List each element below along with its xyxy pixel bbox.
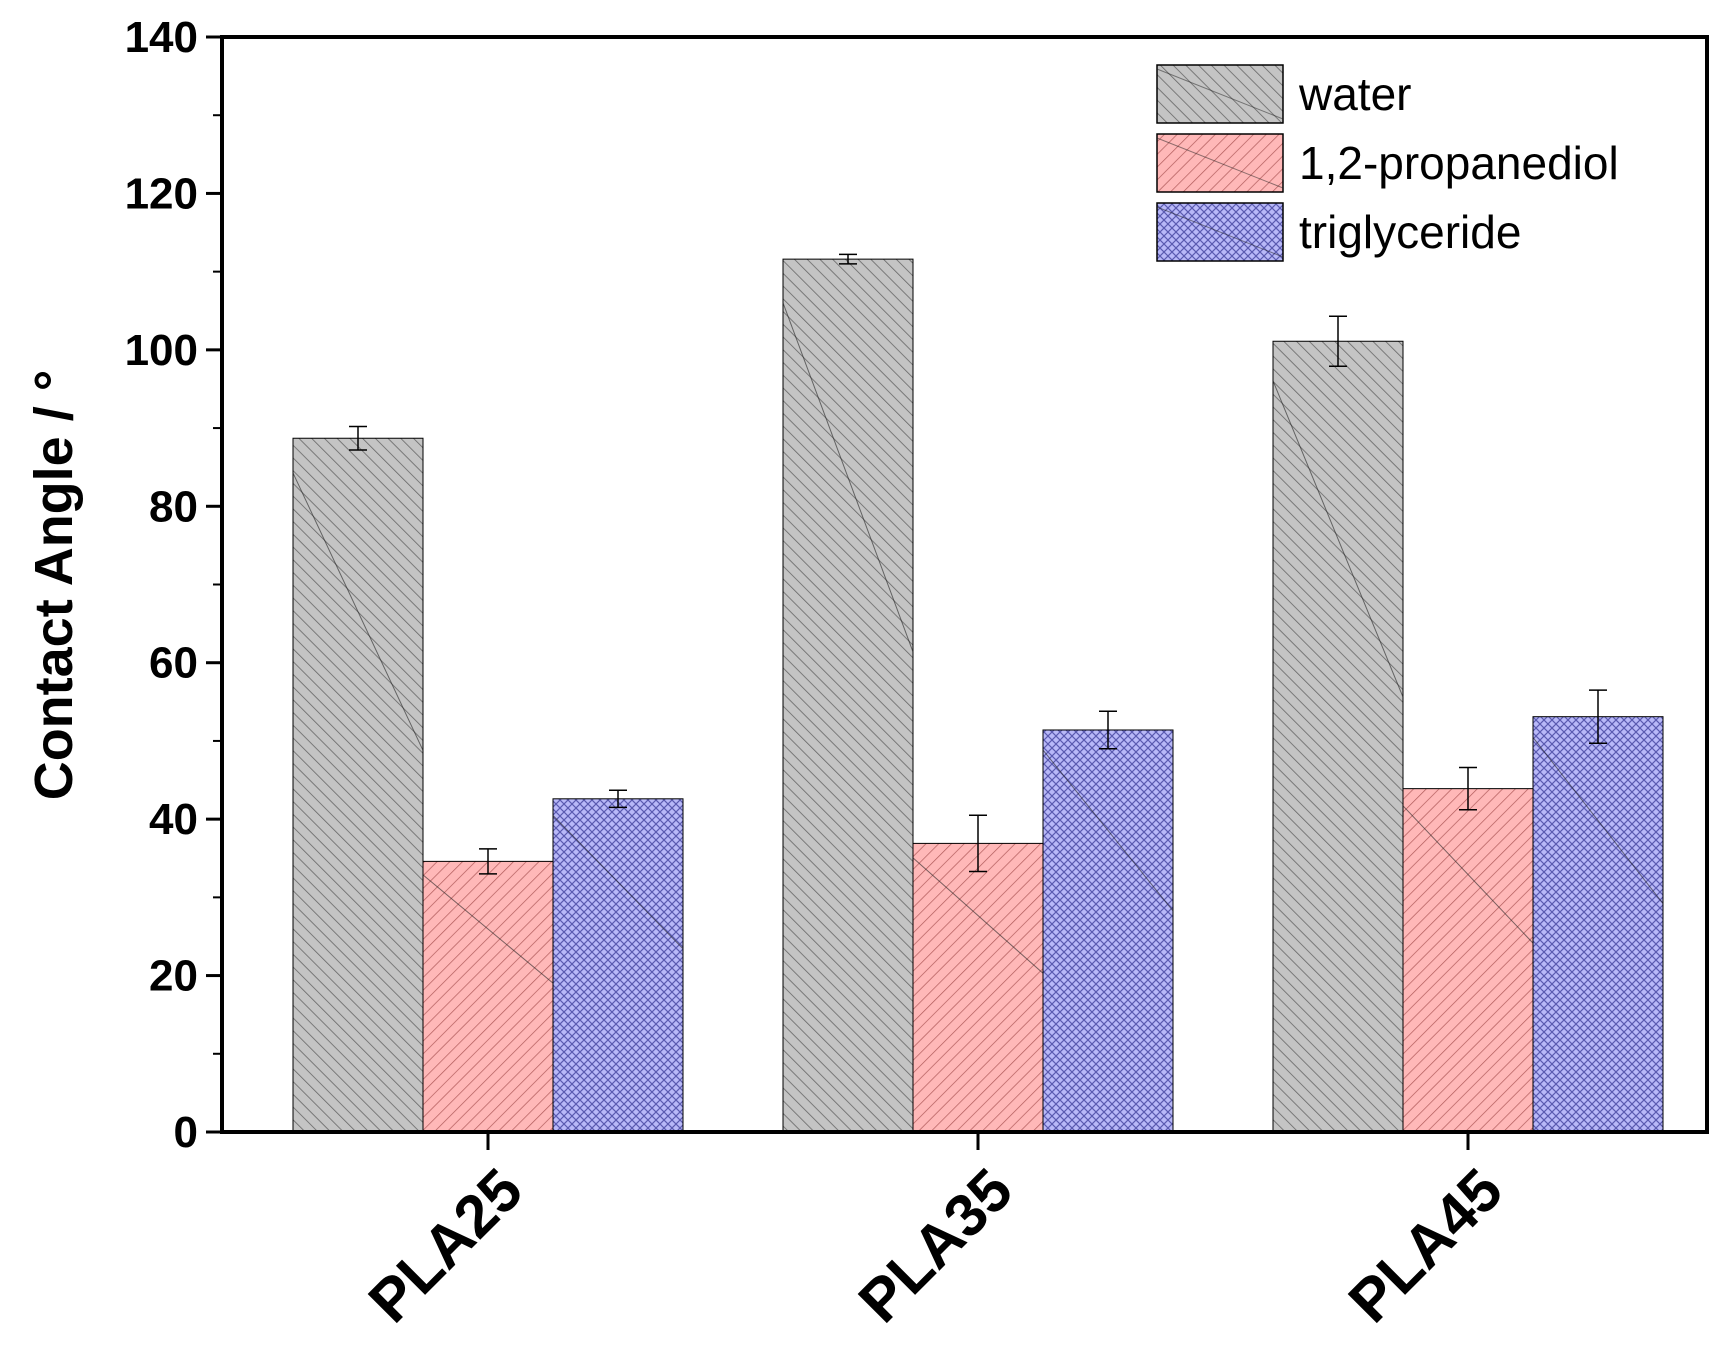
x-axis: PLA25 PLA35 PLA45 — [356, 1132, 1515, 1335]
y-tick-label: 80 — [149, 482, 198, 531]
legend-swatch-shade — [1156, 137, 1284, 189]
y-axis: 0 20 40 60 80 100 120 140 — [125, 13, 222, 1157]
x-tick-label-pla25: PLA25 — [356, 1156, 535, 1335]
bar-shade-line — [1402, 805, 1534, 944]
y-tick-label: 140 — [125, 13, 198, 62]
bar-pla35-water — [782, 258, 914, 1133]
y-tick-label: 20 — [149, 952, 198, 1001]
bars-layer — [292, 258, 1664, 1133]
x-tick-label-pla35: PLA35 — [846, 1156, 1025, 1335]
bar-pla35-triglyceride — [1042, 729, 1174, 1133]
bar-shade-line — [782, 302, 914, 653]
y-tick-label: 0 — [174, 1108, 198, 1157]
bar-shade-line — [422, 874, 554, 984]
bar-shade-line — [1532, 737, 1664, 904]
legend-swatch-triglyceride — [1156, 202, 1284, 262]
legend: water 1,2-propanediol triglyceride — [1156, 64, 1619, 262]
y-tick-label: 100 — [125, 326, 198, 375]
y-tick-label: 40 — [149, 795, 198, 844]
bar-shade-line — [912, 857, 1044, 974]
bar-shade-line — [552, 815, 684, 950]
bar-pla35-1-2-propanediol — [912, 842, 1044, 1133]
y-tick-label: 120 — [125, 169, 198, 218]
bar-shade-line — [1042, 749, 1174, 912]
y-tick-label: 60 — [149, 639, 198, 688]
bar-pla25-water — [292, 437, 424, 1133]
bar-shade-line — [292, 472, 424, 751]
bar-pla25-1-2-propanediol — [422, 860, 554, 1133]
bar-pla45-1-2-propanediol — [1402, 788, 1534, 1133]
y-axis-title: Contact Angle / ° — [24, 370, 84, 801]
legend-swatch-shade — [1156, 68, 1284, 120]
bar-pla25-triglyceride — [552, 798, 684, 1133]
x-tick-label-pla45: PLA45 — [1336, 1156, 1515, 1335]
legend-swatch-1-2-propanediol — [1156, 133, 1284, 193]
legend-label-1-2-propanediol: 1,2-propanediol — [1299, 137, 1619, 189]
bar-pla45-triglyceride — [1532, 716, 1664, 1133]
legend-label-triglyceride: triglyceride — [1299, 206, 1521, 258]
legend-swatch-shade — [1156, 206, 1284, 258]
bar-shade-line — [1272, 380, 1404, 698]
bar-pla45-water — [1272, 340, 1404, 1133]
legend-label-water: water — [1298, 68, 1411, 120]
error-bars-layer — [349, 253, 1607, 875]
